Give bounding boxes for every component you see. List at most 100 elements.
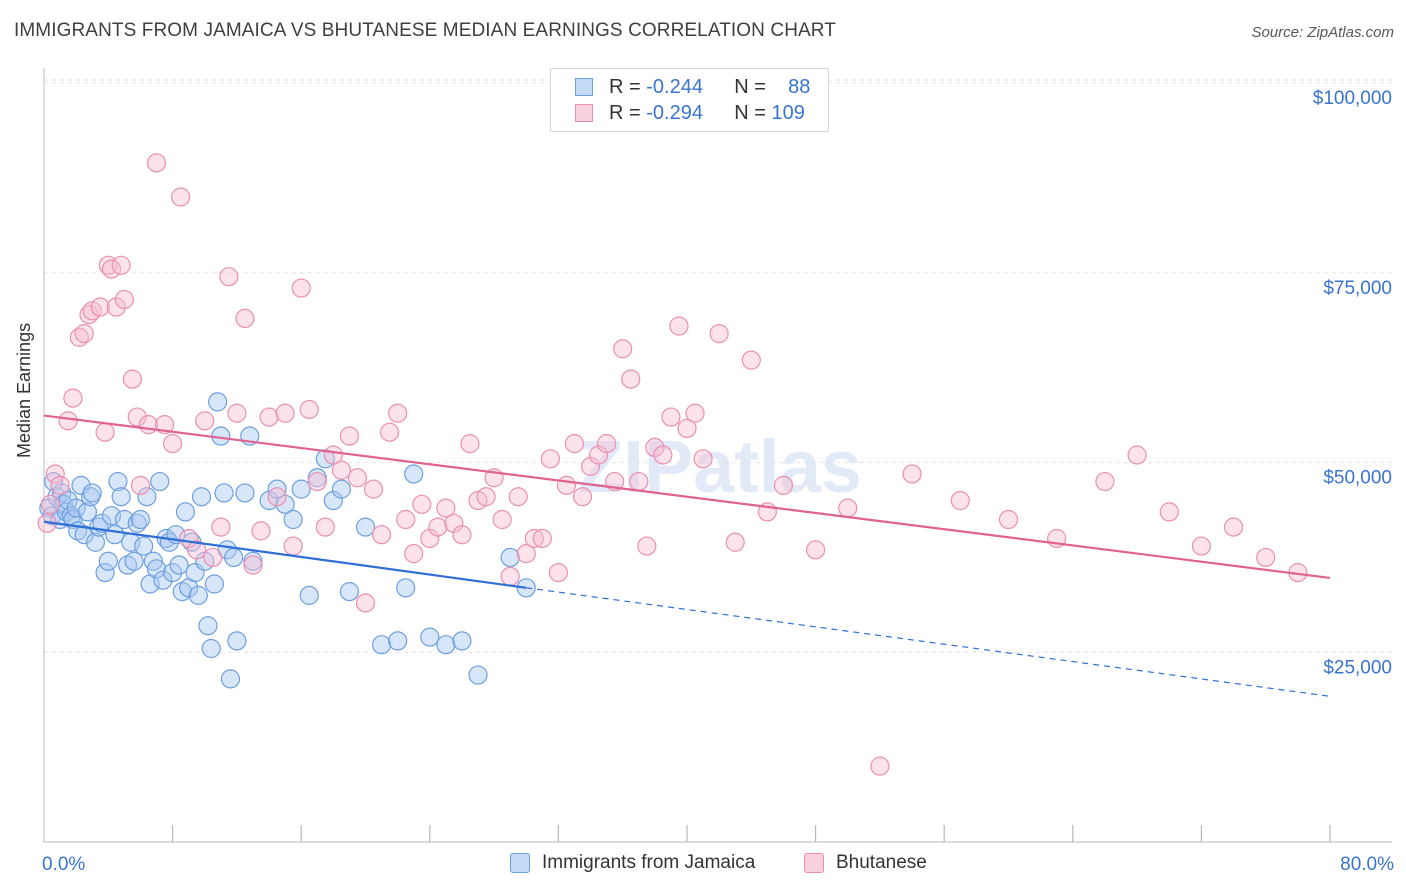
legend-item-bhutanese[interactable]: Bhutanese (804, 852, 927, 874)
legend-swatch-bhutanese (804, 853, 824, 873)
data-point-bhutanese (259, 407, 279, 427)
x-tick-label-max: 80.0% (1340, 854, 1394, 875)
data-point-bhutanese (492, 509, 512, 530)
data-point-bhutanese (195, 411, 215, 431)
data-point-bhutanese (404, 544, 424, 564)
data-point-jamaica (214, 483, 234, 503)
data-point-bhutanese (773, 475, 794, 495)
data-point-bhutanese (267, 487, 287, 507)
data-point-bhutanese (299, 399, 319, 420)
data-point-jamaica (267, 479, 287, 499)
data-point-bhutanese (363, 479, 384, 499)
data-point-jamaica (204, 574, 224, 594)
data-point-bhutanese (275, 403, 295, 423)
data-point-jamaica (299, 585, 319, 605)
data-point-bhutanese (516, 544, 536, 564)
data-point-bhutanese (629, 471, 649, 492)
data-point-bhutanese (637, 536, 657, 556)
data-point-bhutanese (621, 369, 641, 389)
data-point-bhutanese (532, 528, 552, 549)
data-point-bhutanese (540, 449, 560, 469)
data-point-bhutanese (163, 434, 183, 454)
data-point-jamaica (191, 487, 212, 507)
data-point-bhutanese (412, 494, 432, 514)
data-point-bhutanese (315, 517, 335, 537)
x-tick-labels: 0.0% 80.0% (42, 854, 1394, 875)
data-point-jamaica (500, 547, 520, 568)
data-point-bhutanese (227, 403, 247, 423)
series-jamaica-points (39, 392, 536, 689)
data-point-jamaica (134, 536, 154, 556)
data-point-jamaica (163, 563, 183, 583)
data-point-bhutanese (283, 536, 303, 556)
data-point-jamaica (201, 638, 221, 659)
source-label: Source: ZipAtlas.com (1251, 24, 1394, 41)
data-point-jamaica (146, 559, 167, 579)
trend-lines (43, 414, 1331, 697)
data-point-bhutanese (1127, 445, 1147, 465)
data-point-bhutanese (725, 532, 745, 552)
data-point-bhutanese (436, 498, 456, 518)
data-point-bhutanese (548, 563, 569, 583)
legend-label-jamaica: Immigrants from Jamaica (542, 852, 756, 873)
data-point-jamaica (101, 506, 122, 526)
legend-n-value: 109 (771, 101, 805, 124)
data-point-bhutanese (203, 547, 223, 568)
data-point-bhutanese (130, 475, 151, 495)
bottom-legend: Immigrants from Jamaica Bhutanese (0, 852, 1406, 878)
data-point-jamaica (77, 502, 98, 522)
data-point-bhutanese (741, 350, 761, 370)
data-point-bhutanese (396, 509, 416, 530)
data-point-bhutanese (556, 475, 577, 495)
data-point-bhutanese (685, 403, 705, 423)
data-point-bhutanese (291, 278, 311, 298)
data-point-bhutanese (444, 513, 464, 533)
x-tick-label-min: 0.0% (42, 854, 85, 875)
data-point-bhutanese (388, 403, 408, 423)
data-point-bhutanese (805, 540, 826, 560)
data-point-jamaica (153, 570, 173, 590)
data-point-jamaica (169, 555, 189, 575)
data-point-bhutanese (146, 153, 167, 173)
data-point-bhutanese (219, 267, 239, 287)
data-point-jamaica (224, 547, 244, 568)
data-point-jamaica (355, 517, 376, 537)
legend-n-value: 88 (788, 75, 811, 98)
data-point-bhutanese (669, 316, 689, 336)
data-point-jamaica (331, 479, 351, 499)
data-point-jamaica (404, 464, 424, 484)
data-point-bhutanese (50, 475, 70, 495)
data-point-bhutanese (508, 487, 528, 507)
data-point-jamaica (130, 509, 151, 530)
data-point-bhutanese (251, 521, 271, 541)
data-point-bhutanese (588, 445, 609, 465)
data-point-bhutanese (371, 525, 392, 545)
data-point-bhutanese (1095, 471, 1115, 492)
data-point-bhutanese (693, 449, 713, 469)
y-axis-label: Median Earnings (14, 322, 34, 458)
legend-swatch-bhutanese (575, 104, 593, 122)
data-point-jamaica (208, 392, 228, 412)
trend-line-bhutanese (43, 414, 1331, 580)
data-point-bhutanese (95, 422, 115, 442)
data-point-jamaica (175, 502, 196, 522)
data-point-bhutanese (111, 255, 131, 275)
data-point-bhutanese (106, 297, 126, 317)
data-point-bhutanese (870, 756, 890, 776)
data-point-jamaica (198, 616, 218, 636)
data-point-bhutanese (63, 388, 83, 408)
y-tick-label: $25,000 (1323, 657, 1392, 678)
legend-item-jamaica[interactable]: Immigrants from Jamaica (510, 852, 755, 874)
axes (43, 68, 1392, 843)
data-point-jamaica (95, 563, 115, 583)
data-point-jamaica (323, 490, 343, 511)
y-tick-label: $75,000 (1323, 278, 1392, 299)
data-point-bhutanese (524, 528, 544, 549)
data-point-jamaica (436, 635, 456, 655)
data-point-jamaica (420, 627, 440, 647)
data-point-jamaica (468, 665, 488, 685)
data-point-bhutanese (74, 323, 94, 344)
data-point-jamaica (220, 669, 241, 689)
series-bhutanese-points (37, 153, 1308, 776)
data-point-bhutanese (580, 456, 601, 476)
